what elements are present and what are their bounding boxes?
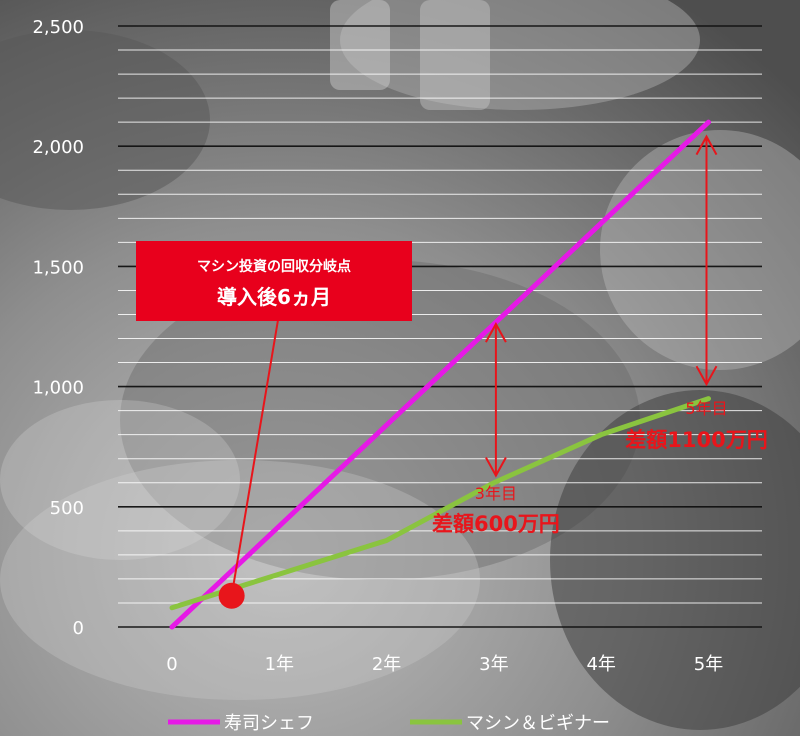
breakeven-marker <box>218 582 245 609</box>
x-tick-label: 4年 <box>586 654 615 675</box>
callout-box <box>136 241 412 321</box>
year3-difference-label: 差額600万円 <box>432 512 560 536</box>
arrow-head-top <box>485 322 507 343</box>
x-tick-label: 0 <box>166 654 177 675</box>
legend-item-2: マシン＆ビギナー <box>410 713 610 734</box>
x-tick-label: 2年 <box>372 654 401 675</box>
legend-item-1: 寿司シェフ <box>168 713 314 734</box>
x-tick-label: 5年 <box>694 654 723 675</box>
callout-title: マシン投資の回収分岐点 <box>197 258 351 275</box>
callout-subtitle: 導入後6ヵ月 <box>217 285 331 309</box>
legend-label: マシン＆ビギナー <box>466 713 610 734</box>
series-line-1 <box>169 119 711 630</box>
arrow-head-top <box>695 134 718 156</box>
y-tick-label: 1,000 <box>32 378 84 399</box>
arrow-head-bottom <box>695 365 718 387</box>
year5-label: 5年目 <box>685 399 727 418</box>
callout-pointer <box>230 319 279 596</box>
y-tick-label: 2,000 <box>32 137 84 158</box>
y-tick-label: 0 <box>73 618 84 639</box>
x-axis-ticks: 0 1年 2年 3年 4年 5年 <box>166 654 723 675</box>
difference-arrow-year3 <box>485 322 507 478</box>
arrow-head-bottom <box>485 457 507 478</box>
difference-arrow-year5 <box>695 134 718 387</box>
gridlines <box>118 25 762 628</box>
y-axis-ticks: 0 500 1,000 1,500 2,000 2,500 <box>32 17 84 639</box>
x-tick-label: 3年 <box>479 654 508 675</box>
y-tick-label: 500 <box>50 498 84 519</box>
y-tick-label: 1,500 <box>32 257 84 278</box>
year5-difference-label: 差額1100万円 <box>625 428 767 452</box>
y-tick-label: 2,500 <box>32 17 84 38</box>
legend: 寿司シェフ マシン＆ビギナー <box>168 713 610 734</box>
x-tick-label: 1年 <box>265 654 294 675</box>
legend-label: 寿司シェフ <box>224 713 314 734</box>
year3-label: 3年目 <box>475 484 517 503</box>
